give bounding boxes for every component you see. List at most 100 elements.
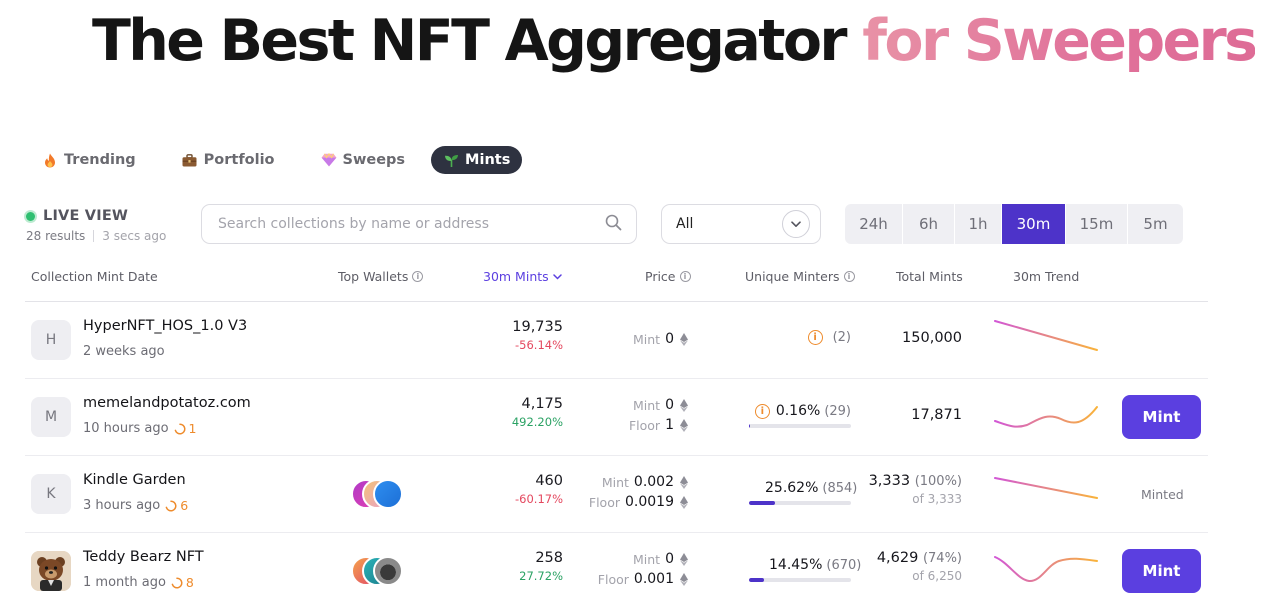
mints-change: 27.72% xyxy=(519,569,563,583)
column-30m-mints[interactable]: 30m Mints xyxy=(483,269,562,284)
hero-title-main: The Best NFT Aggregator xyxy=(92,8,848,74)
column-unique-minters[interactable]: Unique Minters i xyxy=(745,269,855,284)
live-view-status: LIVE VIEW 28 results 3 secs ago xyxy=(26,208,166,243)
live-status-dot xyxy=(26,211,35,221)
period-1h[interactable]: 1h xyxy=(955,204,1002,244)
unique-minters-bar xyxy=(749,424,851,428)
unique-minters-bar xyxy=(749,578,851,582)
top-wallets xyxy=(351,479,411,509)
floor-price: 0.0019 xyxy=(625,494,674,510)
eth-icon xyxy=(680,573,688,586)
search-input[interactable] xyxy=(218,216,605,232)
mints-count: 4,175 xyxy=(521,396,563,412)
unique-minters-bar-fill xyxy=(749,424,751,428)
pending-count: 8 xyxy=(185,575,194,590)
collection-avatar xyxy=(31,551,71,591)
total-supply: of 3,333 xyxy=(912,492,962,506)
trend-sparkline xyxy=(994,556,1098,582)
time-period-selector: 24h 6h 1h 30m 15m 5m xyxy=(845,204,1183,244)
pending-spinner-icon xyxy=(165,500,177,512)
mint-date: 2 weeks ago xyxy=(83,344,165,359)
column-30m-trend[interactable]: 30m Trend xyxy=(1013,269,1080,284)
collection-name[interactable]: memelandpotatoz.com xyxy=(83,395,251,411)
collection-avatar: H xyxy=(31,320,71,360)
briefcase-icon xyxy=(182,152,198,168)
filter-selected-value: All xyxy=(676,216,694,232)
tab-sweeps[interactable]: Sweeps xyxy=(309,146,418,174)
info-icon[interactable]: i xyxy=(679,271,691,282)
column-total-mints[interactable]: Total Mints xyxy=(896,269,963,284)
mint-price: 0.002 xyxy=(633,474,674,490)
search-icon[interactable] xyxy=(605,214,622,235)
divider xyxy=(93,230,95,242)
tab-label: Trending xyxy=(64,152,136,168)
bear-icon xyxy=(31,551,71,591)
period-15m[interactable]: 15m xyxy=(1066,204,1128,244)
floor-price: 1 xyxy=(665,417,674,433)
mint-button[interactable]: Mint xyxy=(1122,395,1201,439)
column-top-wallets[interactable]: Top Wallets i xyxy=(338,269,424,284)
collection-name[interactable]: HyperNFT_HOS_1.0 V3 xyxy=(83,318,248,334)
warning-icon[interactable]: i xyxy=(754,403,770,419)
mint-date: 1 month ago xyxy=(83,575,166,590)
hero-title-accent: for Sweepers xyxy=(862,8,1258,74)
unique-minters-count: (2) xyxy=(832,330,851,345)
collection-name[interactable]: Teddy Bearz NFT xyxy=(83,549,204,565)
floor-price-label: Floor xyxy=(597,571,629,587)
chevron-down-icon[interactable] xyxy=(782,210,810,238)
pending-spinner-icon xyxy=(174,423,186,435)
column-collection[interactable]: Collection Mint Date xyxy=(31,269,158,284)
period-5m[interactable]: 5m xyxy=(1143,215,1168,233)
eth-icon xyxy=(680,553,688,566)
nav-tabs: Trending Portfolio Sweeps Mints xyxy=(30,146,544,174)
table-row[interactable]: K Kindle Garden 3 hours ago 6 460 -60.17%… xyxy=(25,456,1208,533)
wallet-avatar[interactable] xyxy=(373,479,403,509)
floor-price-label: Floor xyxy=(588,494,620,510)
mint-date: 10 hours ago xyxy=(83,421,169,436)
total-mints: 150,000 xyxy=(902,330,962,346)
tab-mints[interactable]: Mints xyxy=(431,146,523,174)
mints-count: 460 xyxy=(535,473,563,489)
live-view-label: LIVE VIEW xyxy=(43,208,129,224)
last-updated: 3 secs ago xyxy=(102,229,167,243)
eth-icon xyxy=(680,399,688,412)
chain-filter-select[interactable]: All xyxy=(661,204,821,244)
table-row[interactable]: M memelandpotatoz.com 10 hours ago 1 4,17… xyxy=(25,379,1208,456)
mints-change: -56.14% xyxy=(515,338,563,352)
search-box xyxy=(201,204,637,244)
info-icon[interactable]: i xyxy=(843,271,855,282)
warning-icon[interactable]: i xyxy=(807,330,823,345)
period-6h[interactable]: 6h xyxy=(903,204,955,244)
total-mints: 4,629 xyxy=(876,550,919,566)
eth-icon xyxy=(680,333,688,346)
tab-portfolio[interactable]: Portfolio xyxy=(170,146,287,174)
mint-price-label: Mint xyxy=(632,397,661,413)
tab-label: Portfolio xyxy=(203,152,275,168)
mint-button[interactable]: Mint xyxy=(1122,549,1201,593)
trend-sparkline xyxy=(994,406,1098,428)
collection-avatar: K xyxy=(31,474,71,514)
hero-heading: The Best NFT Aggregator for Sweepers xyxy=(92,8,1258,74)
tab-trending[interactable]: Trending xyxy=(30,146,148,174)
unique-minters-pct: 0.16% xyxy=(775,403,821,419)
mint-price-label: Mint xyxy=(632,331,661,347)
period-30m[interactable]: 30m xyxy=(1002,204,1066,244)
collection-avatar: M xyxy=(31,397,71,437)
mints-change: -60.17% xyxy=(515,492,563,506)
mints-change: 492.20% xyxy=(511,415,563,429)
period-24h[interactable]: 24h xyxy=(845,204,903,244)
unique-minters-pct: 25.62% xyxy=(765,480,819,496)
column-price[interactable]: Price i xyxy=(645,269,691,284)
mints-count: 258 xyxy=(535,550,563,566)
total-mints: 3,333 xyxy=(868,473,911,489)
table-header: Collection Mint Date Top Wallets i 30m Mi… xyxy=(25,262,1208,302)
wallet-avatar[interactable] xyxy=(373,556,403,586)
unique-minters-count: (29) xyxy=(824,403,851,419)
collection-name[interactable]: Kindle Garden xyxy=(83,472,186,488)
eth-icon xyxy=(680,419,688,432)
mint-price: 0 xyxy=(665,551,674,567)
table-row[interactable]: H HyperNFT_HOS_1.0 V3 2 weeks ago 19,735… xyxy=(25,302,1208,379)
info-icon[interactable]: i xyxy=(412,271,424,282)
table-row[interactable]: Teddy Bearz NFT 1 month ago 8 258 27.72% … xyxy=(25,533,1208,599)
total-mints-pct: (74%) xyxy=(922,551,962,566)
